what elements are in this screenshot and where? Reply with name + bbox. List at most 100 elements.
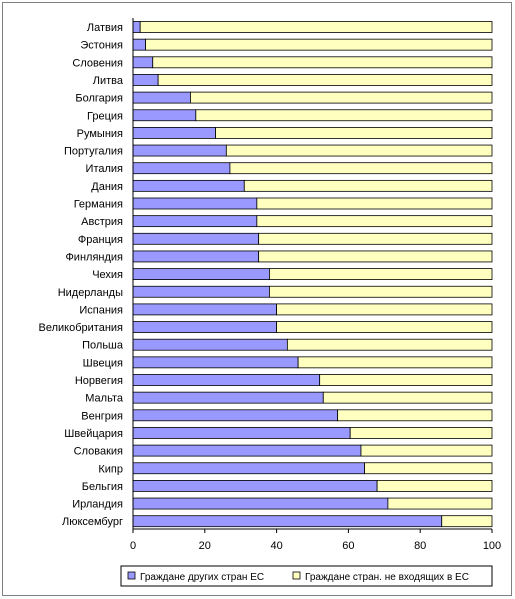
category-label: Испания [79, 304, 123, 316]
bar-segment-non-eu [286, 338, 493, 351]
bar-segment-eu [132, 427, 351, 439]
category-label: Ирландия [72, 499, 123, 511]
category-labels: Латвия Эстония Словения Литва Болгария Греция… [39, 22, 124, 528]
category-label: Мальта [85, 393, 124, 405]
bar-segment-non-eu [376, 479, 493, 492]
category-label: Румыния [77, 128, 123, 140]
bar-segment-non-eu [215, 127, 493, 139]
bar-segment-non-eu [258, 250, 493, 263]
category-label: Австрия [81, 216, 123, 228]
bar-segment-non-eu [256, 215, 493, 228]
category-label: Швейцария [64, 428, 123, 440]
category-label: Словакия [74, 446, 123, 458]
category-label: Великобритания [39, 322, 124, 334]
category-label: Дания [91, 181, 123, 193]
legend: Граждане других стран ЕС Граждане стран. … [120, 565, 493, 587]
bar-segment-eu [132, 321, 278, 333]
category-label: Болгария [75, 93, 123, 105]
category-label: Латвия [87, 22, 123, 34]
bar-segment-eu [132, 197, 258, 210]
bar-segment-non-eu [243, 179, 493, 192]
category-label: Венгрия [81, 410, 123, 422]
bar-segment-eu [132, 74, 159, 86]
bar-segment-non-eu [387, 497, 493, 510]
bar-segment-eu [132, 109, 197, 122]
bar-segment-eu [132, 179, 245, 192]
bar-segment-eu [132, 462, 365, 475]
legend-swatch-eu [127, 571, 136, 580]
bar-segment-non-eu [322, 391, 493, 404]
bar-segment-eu [132, 374, 321, 386]
bar-segment-non-eu [276, 321, 493, 333]
category-label: Норвегия [75, 375, 123, 387]
bar-segment-eu [132, 409, 339, 422]
x-tick-label: 20 [199, 540, 211, 552]
legend-label-non-eu: Граждане стран. не входящих в ЕС [305, 572, 469, 583]
bar-segment-non-eu [152, 56, 493, 69]
bar-segment-eu [132, 285, 270, 298]
bar-segment-eu [132, 356, 299, 369]
category-label: Франция [78, 234, 123, 246]
bar-segment-eu [132, 303, 278, 316]
bar-segment-non-eu [139, 21, 493, 33]
category-label: Португалия [64, 146, 123, 158]
category-label: Германия [74, 199, 123, 211]
x-tick-label: 60 [342, 540, 354, 552]
legend-box [120, 565, 493, 587]
bar-segment-non-eu [269, 285, 493, 298]
bar-segment-eu [132, 268, 270, 281]
legend-swatch-non-eu [292, 571, 301, 580]
bar-segment-non-eu [319, 374, 493, 386]
bar-segment-non-eu [145, 38, 493, 51]
bar-segment-non-eu [360, 444, 493, 457]
category-label: Бельгия [82, 481, 123, 493]
x-tick-label: 80 [414, 540, 426, 552]
bar-segment-eu [132, 250, 260, 263]
bar-segment-eu [132, 338, 288, 351]
category-label: Нидерланды [58, 287, 123, 299]
bar-segment-eu [132, 162, 231, 175]
category-label: Финляндия [65, 251, 123, 263]
bar-segment-non-eu [195, 109, 493, 122]
bar-segment-non-eu [229, 162, 493, 175]
bar-segment-eu [132, 515, 443, 528]
bar-segment-non-eu [349, 427, 493, 439]
category-label: Польша [82, 340, 124, 352]
category-label: Италия [86, 163, 124, 175]
bar-segment-eu [132, 232, 260, 245]
bar-segment-eu [132, 21, 141, 33]
category-label: Словения [72, 57, 123, 69]
bar-segment-eu [132, 391, 324, 404]
bar-segment-non-eu [441, 515, 493, 528]
category-label: Кипр [98, 463, 123, 475]
x-tick-label: 0 [130, 540, 136, 552]
bar-segment-non-eu [225, 144, 493, 157]
category-label: Чехия [92, 269, 123, 281]
bar-segment-non-eu [269, 268, 493, 281]
category-label: Швеция [83, 357, 123, 369]
bar-segment-eu [132, 444, 362, 457]
bar-segment-non-eu [258, 232, 493, 245]
category-label: Эстония [80, 40, 123, 52]
bar-segment-non-eu [190, 91, 493, 104]
bar-segment-eu [132, 127, 216, 139]
bar-segment-non-eu [297, 356, 493, 369]
legend-label-eu: Граждане других стран ЕС [140, 572, 264, 583]
bar-segment-non-eu [337, 409, 493, 422]
x-tick-label: 40 [270, 540, 282, 552]
bar-segment-eu [132, 38, 146, 51]
bar-segment-non-eu [256, 197, 493, 210]
bar-segment-eu [132, 91, 191, 104]
bar-segment-eu [132, 56, 154, 69]
x-tick-label: 100 [483, 540, 501, 552]
bar-segment-non-eu [157, 74, 493, 86]
bar-segment-eu [132, 497, 389, 510]
bar-segment-eu [132, 215, 258, 228]
category-label: Литва [93, 75, 124, 87]
bar-segment-non-eu [276, 303, 493, 316]
bar-segment-eu [132, 479, 378, 492]
category-label: Греция [87, 110, 123, 122]
x-axis: 0 20 40 60 80 100 [130, 18, 501, 552]
bar-segment-non-eu [364, 462, 493, 475]
